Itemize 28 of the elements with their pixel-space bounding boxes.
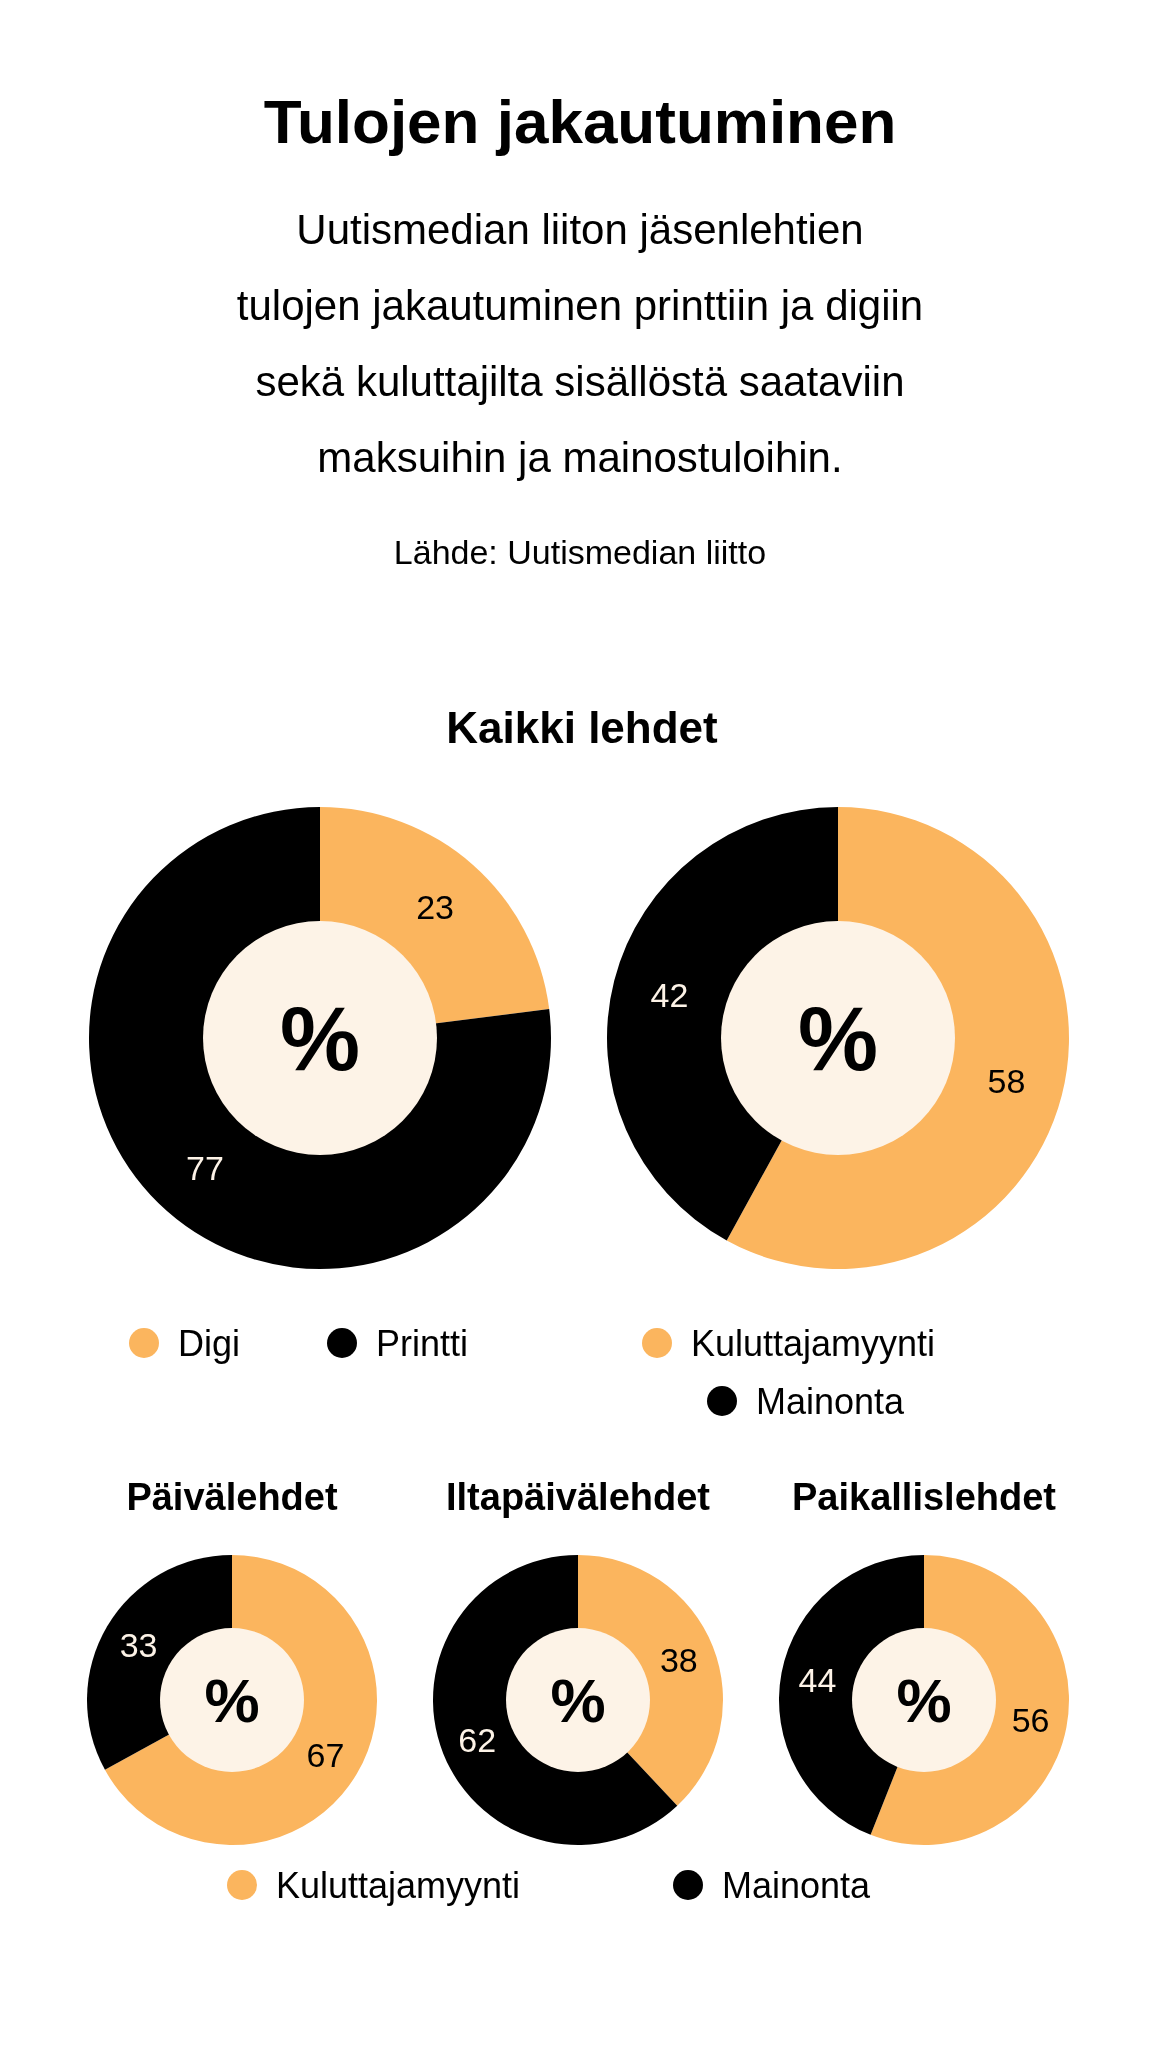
data-label: 38 bbox=[659, 1640, 698, 1679]
data-label: 56 bbox=[1011, 1701, 1050, 1740]
text: % bbox=[550, 1665, 606, 1735]
data-label: 62 bbox=[458, 1720, 497, 1759]
text: % bbox=[896, 1665, 952, 1735]
legend-label: Mainonta bbox=[756, 1380, 906, 1422]
text: % bbox=[797, 988, 879, 1089]
legend-label: Kuluttajamyynti bbox=[691, 1322, 936, 1364]
data-label: 67 bbox=[306, 1736, 345, 1775]
text: Lähde: Uutismedian liitto bbox=[393, 533, 767, 571]
data-label: 42 bbox=[650, 975, 689, 1014]
text: Tulojen jakautuminen bbox=[263, 87, 897, 156]
chart-title: Päivälehdet bbox=[126, 1476, 338, 1518]
legend-label: Digi bbox=[178, 1322, 241, 1364]
legend-label: Kuluttajamyynti bbox=[276, 1864, 521, 1906]
legend-label: Mainonta bbox=[722, 1864, 872, 1906]
text: % bbox=[204, 1665, 260, 1735]
text: % bbox=[279, 988, 361, 1089]
chart-title: Paikallislehdet bbox=[791, 1476, 1057, 1518]
data-label: 33 bbox=[119, 1625, 158, 1664]
data-label: 77 bbox=[186, 1149, 224, 1188]
data-label: 44 bbox=[798, 1660, 837, 1699]
data-label: 23 bbox=[416, 888, 454, 927]
chart-title: Kaikki lehdet bbox=[446, 703, 719, 752]
chart-title: Iltapäivälehdet bbox=[446, 1476, 711, 1518]
legend-label: Printti bbox=[376, 1322, 469, 1364]
data-label: 58 bbox=[987, 1062, 1026, 1101]
text: Uutismedian liiton jäsenlehtien tulojen jakautuminen printtiin ja digiin sekä kuluttajilta sisällöstä saataviin maksuihin ja mainostuloihin. bbox=[236, 206, 924, 481]
